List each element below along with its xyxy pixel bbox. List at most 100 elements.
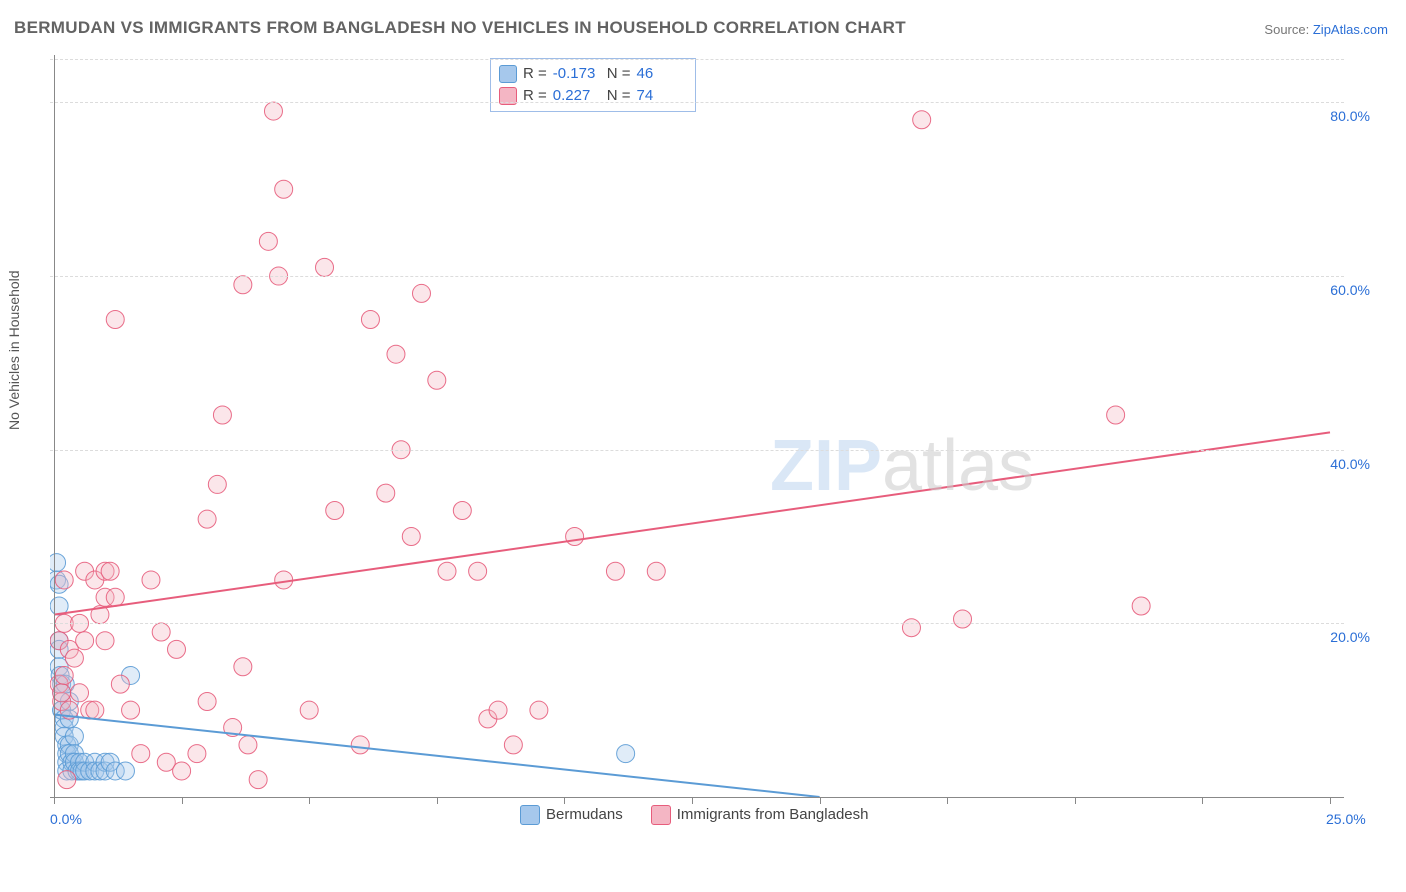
scatter-point-bangladesh (208, 475, 226, 493)
x-tick (1202, 797, 1203, 804)
scatter-point-bangladesh (167, 640, 185, 658)
y-axis-label: No Vehicles in Household (6, 270, 22, 430)
x-tick-label: 25.0% (1326, 811, 1366, 827)
scatter-point-bangladesh (647, 562, 665, 580)
scatter-point-bangladesh (198, 510, 216, 528)
chart-title: BERMUDAN VS IMMIGRANTS FROM BANGLADESH N… (14, 18, 906, 38)
scatter-point-bangladesh (86, 701, 104, 719)
grid-line (50, 59, 1344, 60)
scatter-point-bangladesh (239, 736, 257, 754)
scatter-point-bangladesh (71, 684, 89, 702)
scatter-point-bangladesh (275, 180, 293, 198)
scatter-point-bangladesh (53, 684, 71, 702)
scatter-point-bangladesh (213, 406, 231, 424)
plot-area: R =-0.173N =46R =0.227N =74 ZIPatlas Ber… (50, 55, 1380, 825)
scatter-point-bangladesh (530, 701, 548, 719)
scatter-point-bangladesh (65, 649, 83, 667)
y-tick-label: 40.0% (1330, 456, 1370, 472)
legend-item: Immigrants from Bangladesh (651, 805, 869, 825)
scatter-point-bangladesh (101, 562, 119, 580)
scatter-point-bangladesh (106, 310, 124, 328)
scatter-point-bangladesh (259, 232, 277, 250)
x-tick (54, 797, 55, 804)
trend-line-bangladesh (54, 432, 1330, 614)
scatter-point-bangladesh (412, 284, 430, 302)
stats-r-label: R = (523, 63, 547, 85)
legend-label: Bermudans (546, 806, 623, 823)
legend-swatch (499, 65, 517, 83)
stats-box: R =-0.173N =46R = 0.227 N = 74 (490, 58, 696, 112)
scatter-point-bangladesh (132, 745, 150, 763)
x-tick-label: 0.0% (50, 811, 82, 827)
scatter-point-bangladesh (300, 701, 318, 719)
y-tick-label: 60.0% (1330, 282, 1370, 298)
legend-swatch (651, 805, 671, 825)
scatter-point-bangladesh (428, 371, 446, 389)
source-attribution: Source: ZipAtlas.com (1264, 22, 1388, 37)
grid-line (50, 623, 1344, 624)
x-tick (820, 797, 821, 804)
scatter-point-bangladesh (234, 276, 252, 294)
stats-n-value: 74 (637, 85, 685, 107)
stats-r-label: R = (523, 85, 547, 107)
legend-swatch (520, 805, 540, 825)
scatter-point-bangladesh (142, 571, 160, 589)
legend-item: Bermudans (520, 805, 623, 825)
scatter-point-bangladesh (173, 762, 191, 780)
x-axis-line (50, 797, 1344, 798)
scatter-point-bangladesh (377, 484, 395, 502)
x-tick (947, 797, 948, 804)
scatter-point-bangladesh (106, 588, 124, 606)
scatter-point-bangladesh (316, 258, 334, 276)
scatter-point-bangladesh (954, 610, 972, 628)
scatter-point-bangladesh (387, 345, 405, 363)
grid-line (50, 276, 1344, 277)
scatter-point-bangladesh (402, 528, 420, 546)
bottom-legend: Bermudans Immigrants from Bangladesh (520, 805, 868, 825)
scatter-svg (50, 55, 1380, 825)
x-tick (182, 797, 183, 804)
scatter-point-bangladesh (453, 501, 471, 519)
source-link[interactable]: ZipAtlas.com (1313, 22, 1388, 37)
legend-label: Immigrants from Bangladesh (677, 806, 869, 823)
x-tick (564, 797, 565, 804)
scatter-point-bangladesh (326, 501, 344, 519)
x-tick (692, 797, 693, 804)
x-tick (1075, 797, 1076, 804)
scatter-point-bangladesh (264, 102, 282, 120)
scatter-point-bangladesh (234, 658, 252, 676)
x-tick (437, 797, 438, 804)
scatter-point-bangladesh (152, 623, 170, 641)
scatter-point-bangladesh (469, 562, 487, 580)
scatter-point-bangladesh (1132, 597, 1150, 615)
scatter-point-bangladesh (902, 619, 920, 637)
scatter-point-bangladesh (566, 528, 584, 546)
scatter-point-bangladesh (198, 692, 216, 710)
scatter-point-bangladesh (361, 310, 379, 328)
source-label: Source: (1264, 22, 1309, 37)
y-tick-label: 20.0% (1330, 629, 1370, 645)
y-axis-line (54, 55, 55, 797)
grid-line (50, 102, 1344, 103)
scatter-point-bangladesh (438, 562, 456, 580)
scatter-point-bangladesh (96, 632, 114, 650)
scatter-point-bangladesh (55, 571, 73, 589)
scatter-point-bermudans (50, 554, 66, 572)
stats-n-label: N = (607, 63, 631, 85)
scatter-point-bangladesh (111, 675, 129, 693)
stats-r-value: 0.227 (553, 85, 601, 107)
scatter-point-bangladesh (913, 111, 931, 129)
stats-row: R =-0.173N =46 (499, 63, 685, 85)
scatter-point-bangladesh (58, 771, 76, 789)
grid-line (50, 450, 1344, 451)
scatter-point-bangladesh (76, 632, 94, 650)
x-tick (1330, 797, 1331, 804)
scatter-point-bangladesh (606, 562, 624, 580)
stats-n-label: N = (607, 85, 631, 107)
scatter-point-bangladesh (1107, 406, 1125, 424)
scatter-point-bermudans (617, 745, 635, 763)
scatter-point-bangladesh (351, 736, 369, 754)
stats-row: R = 0.227 N = 74 (499, 85, 685, 107)
scatter-point-bangladesh (188, 745, 206, 763)
scatter-point-bermudans (116, 762, 134, 780)
